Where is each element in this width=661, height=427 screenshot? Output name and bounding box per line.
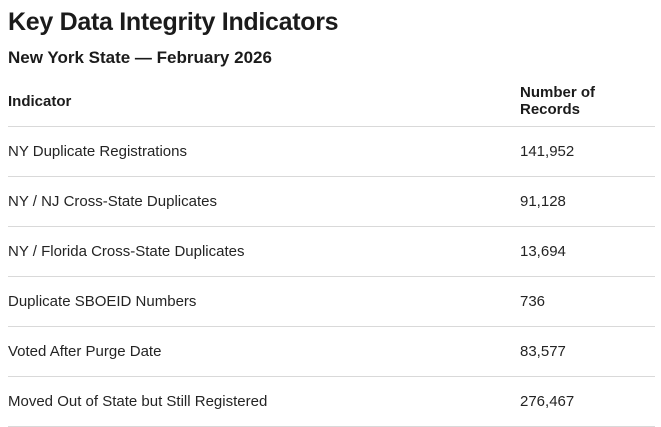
table-head: Indicator Number of Records (8, 84, 655, 127)
indicator-cell: NY Duplicate Registrations (8, 126, 520, 177)
records-cell: 91,128 (520, 176, 655, 227)
indicator-cell: Voted After Purge Date (8, 326, 520, 377)
records-cell: 141,952 (520, 126, 655, 177)
table-body: NY Duplicate Registrations 141,952 NY / … (8, 126, 655, 427)
indicators-table: Indicator Number of Records NY Duplicate… (8, 84, 655, 427)
records-cell: 276,467 (520, 376, 655, 427)
table-row: Voted After Purge Date 83,577 (8, 326, 655, 377)
page-title: Key Data Integrity Indicators (8, 8, 339, 36)
table-row: NY / NJ Cross-State Duplicates 91,128 (8, 176, 655, 227)
records-cell: 13,694 (520, 226, 655, 277)
indicator-cell: Duplicate SBOEID Numbers (8, 276, 520, 327)
table-header-row: Indicator Number of Records (8, 84, 655, 127)
indicator-cell: Moved Out of State but Still Registered (8, 376, 520, 427)
column-header-indicator: Indicator (8, 84, 520, 127)
table-row: NY Duplicate Registrations 141,952 (8, 126, 655, 177)
table-row: Moved Out of State but Still Registered … (8, 376, 655, 427)
records-cell: 736 (520, 276, 655, 327)
indicator-cell: NY / NJ Cross-State Duplicates (8, 176, 520, 227)
records-cell: 83,577 (520, 326, 655, 377)
table-row: Duplicate SBOEID Numbers 736 (8, 276, 655, 327)
indicator-cell: NY / Florida Cross-State Duplicates (8, 226, 520, 277)
table-row: NY / Florida Cross-State Duplicates 13,6… (8, 226, 655, 277)
column-header-number-of-records: Number of Records (520, 84, 655, 127)
page-subtitle: New York State — February 2026 (8, 48, 272, 67)
